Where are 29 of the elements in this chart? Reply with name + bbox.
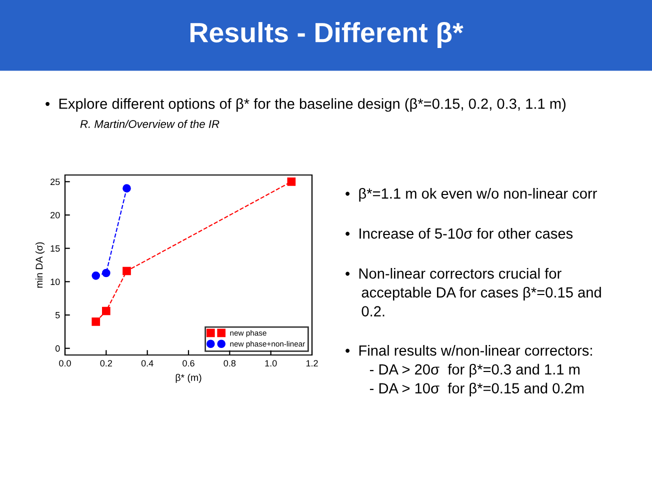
point <box>102 268 110 278</box>
y-tick-label: 0 <box>55 345 60 352</box>
y-tick-label: 25 <box>50 178 60 186</box>
point <box>92 318 100 326</box>
y-tick-label: 15 <box>50 245 60 252</box>
x-tick-label: 0.8 <box>224 360 236 366</box>
x-tick-label: 1.0 <box>265 360 277 366</box>
point <box>122 184 131 192</box>
point <box>92 272 100 280</box>
chart-title: Results - Different β* <box>190 22 464 48</box>
point <box>287 178 296 186</box>
point <box>122 266 131 276</box>
y-tick-label: 10 <box>50 278 60 286</box>
y-tick-label: 20 <box>50 212 60 218</box>
x-tick-label: 0.4 <box>141 360 154 366</box>
y-tick-label: 5 <box>55 312 60 318</box>
y-axis-title: min DA (σ) <box>35 242 45 288</box>
x-axis-title: β* (m) <box>176 374 202 383</box>
text: • Non-linear correctors crucial for acceptable DA for cases β*=0.15 and 0.2. <box>346 268 601 316</box>
point <box>102 306 110 316</box>
text: R. Martin/Overview of the IR <box>80 120 220 128</box>
x-tick-label: 0.0 <box>59 360 71 366</box>
x-tick-label: 1.2 <box>306 360 318 366</box>
x-tick-label: 0.2 <box>100 360 112 366</box>
text: • Increase of 5-10σ for other cases <box>346 228 573 239</box>
text: • β*=1.1 m ok even w/o non-linear corr <box>346 188 597 202</box>
x-tick-label: 0.6 <box>182 360 194 366</box>
chart-subtitle: • Explore different options of β* for the baseline design (β*=0.15, 0.2, 0.3, 1.1 m) <box>46 98 566 112</box>
text: • Final results w/non-linear correctors: - DA > 20σ for β*=0.3 and 1.1 m - DA > 10σ for β*=0.15 and 0.2m <box>346 345 592 396</box>
